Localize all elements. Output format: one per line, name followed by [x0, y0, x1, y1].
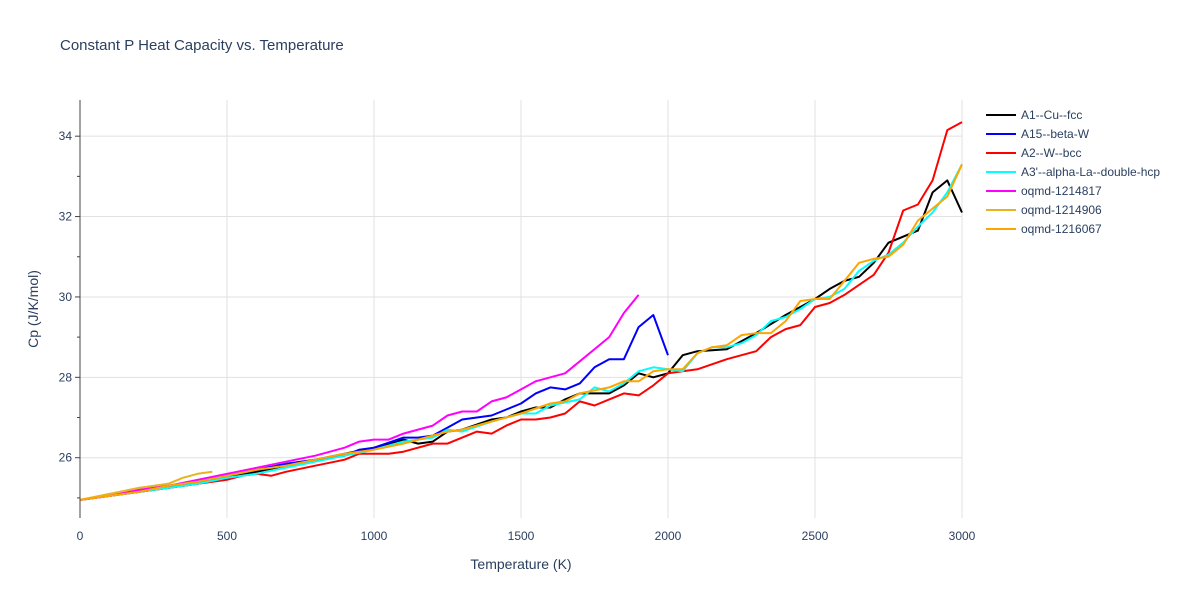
y-tick-label: 26 [59, 451, 73, 465]
legend-label: oqmd-1214817 [1021, 184, 1102, 198]
legend: A1--Cu--fcc A15--beta-W A2--W--bcc A3'--alp… [986, 108, 1160, 236]
y-axis-title: Cp (J/K/mol) [25, 270, 41, 348]
y-tick-label: 32 [59, 210, 73, 224]
y-tick-label: 28 [59, 370, 73, 384]
axes: 0 500 1000 1500 2000 2500 3000 26 28 30 32 34 [59, 100, 976, 543]
x-tick-label: 2500 [802, 529, 829, 543]
grid [80, 100, 963, 518]
x-axis-title: Temperature (K) [470, 556, 571, 572]
series-line-oqmd-1216067 [79, 163, 963, 501]
legend-label: A3'--alpha-La--double-hcp [1021, 165, 1160, 179]
legend-label: oqmd-1216067 [1021, 222, 1102, 236]
y-tick-label: 34 [59, 129, 73, 143]
series-line-a3-alpha-la-double-hcp [79, 163, 963, 501]
x-tick-label: 500 [217, 529, 237, 543]
series-lines [79, 121, 963, 501]
y-tick-label: 30 [59, 290, 73, 304]
x-tick-label: 2000 [655, 529, 682, 543]
x-tick-label: 0 [77, 529, 84, 543]
series-line-oqmd-1214817 [79, 294, 640, 501]
legend-label: oqmd-1214906 [1021, 203, 1102, 217]
x-tick-label: 1500 [508, 529, 535, 543]
x-tick-label: 1000 [361, 529, 388, 543]
chart-title: Constant P Heat Capacity vs. Temperature [60, 37, 344, 54]
legend-label: A2--W--bcc [1021, 146, 1081, 160]
legend-label: A15--beta-W [1021, 127, 1090, 141]
series-line-a2-w-bcc [79, 121, 963, 501]
legend-label: A1--Cu--fcc [1021, 108, 1082, 122]
series-line-oqmd-1214906 [79, 470, 213, 501]
x-tick-label: 3000 [949, 529, 976, 543]
